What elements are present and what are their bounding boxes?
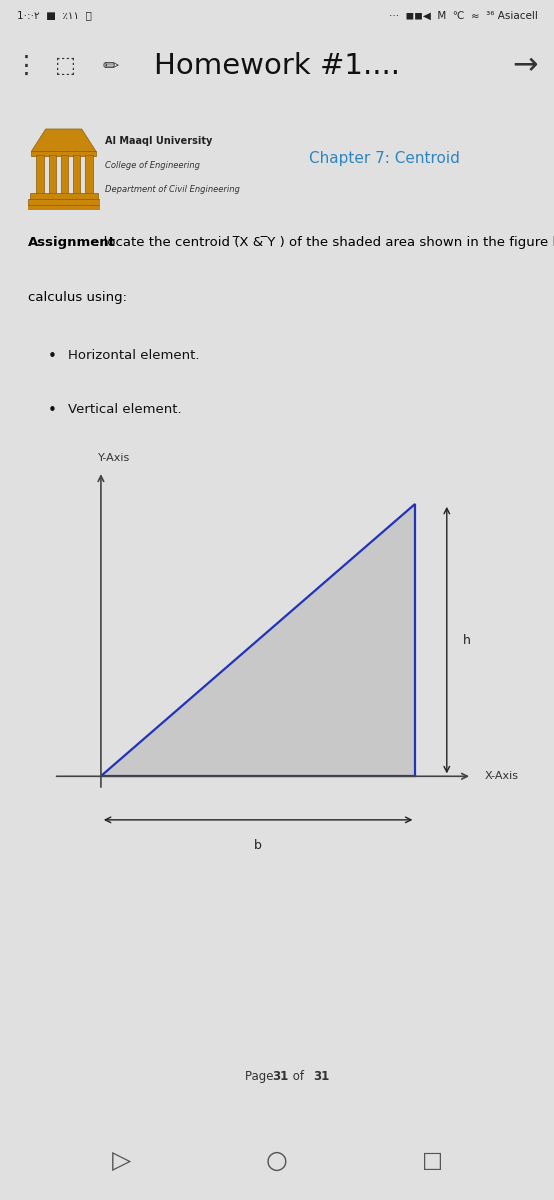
Text: ✏: ✏ xyxy=(102,56,119,76)
Text: Y-Axis: Y-Axis xyxy=(98,454,130,463)
Polygon shape xyxy=(32,128,96,151)
Text: ⬚: ⬚ xyxy=(55,56,76,76)
Bar xyxy=(37,155,44,193)
Bar xyxy=(49,155,56,193)
Text: 1·:·۲  ■  ٪۱۱  ⏰: 1·:·۲ ■ ٪۱۱ ⏰ xyxy=(17,11,91,20)
Text: Assignment: Assignment xyxy=(28,236,116,250)
Text: calculus using:: calculus using: xyxy=(28,292,127,305)
Text: ⋮: ⋮ xyxy=(14,54,39,78)
Text: of: of xyxy=(290,1070,308,1082)
Bar xyxy=(85,155,93,193)
Text: Homework #1....: Homework #1.... xyxy=(154,52,400,80)
Text: 31: 31 xyxy=(313,1070,329,1082)
Text: b: b xyxy=(254,839,262,852)
Bar xyxy=(32,150,96,156)
Text: •: • xyxy=(48,349,57,365)
Bar xyxy=(30,193,98,199)
Bar xyxy=(28,199,100,205)
Text: •: • xyxy=(48,403,57,419)
Text: ···  ◼◼◀  M  ℃  ≈  ³⁶ Asiacell: ··· ◼◼◀ M ℃ ≈ ³⁶ Asiacell xyxy=(388,11,537,20)
Text: Page: Page xyxy=(245,1070,277,1082)
Text: Department of Civil Engineering: Department of Civil Engineering xyxy=(105,185,240,193)
Text: 31: 31 xyxy=(272,1070,288,1082)
Text: X-Axis: X-Axis xyxy=(485,772,519,781)
Text: →: → xyxy=(512,52,537,80)
Text: Horizontal element.: Horizontal element. xyxy=(68,349,199,362)
Polygon shape xyxy=(101,504,416,776)
Text: : locate the centroid (̅X & ̅Y ) of the shaded area shown in the figure below by: : locate the centroid (̅X & ̅Y ) of the … xyxy=(95,236,554,250)
Bar xyxy=(26,205,101,210)
Text: Al Maaql University: Al Maaql University xyxy=(105,136,213,146)
Text: h: h xyxy=(463,634,470,647)
Text: Chapter 7: Centroid: Chapter 7: Centroid xyxy=(309,151,460,167)
Text: College of Engineering: College of Engineering xyxy=(105,162,200,170)
Bar xyxy=(73,155,80,193)
Text: ○: ○ xyxy=(266,1150,288,1174)
Text: Vertical element.: Vertical element. xyxy=(68,403,181,416)
Bar xyxy=(61,155,68,193)
Text: ▷: ▷ xyxy=(112,1150,131,1174)
Text: □: □ xyxy=(422,1151,443,1171)
